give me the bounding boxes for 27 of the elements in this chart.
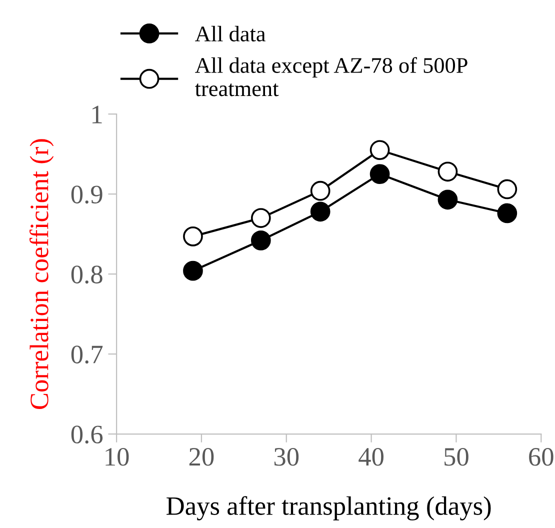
y-tick-label: 0.9 — [71, 186, 102, 204]
point — [497, 203, 518, 224]
point — [438, 190, 458, 210]
point — [183, 260, 203, 281]
point — [438, 162, 458, 182]
legend-label: All data — [195, 26, 266, 42]
point — [497, 179, 518, 200]
x-tick-label: 60 — [529, 448, 554, 466]
x-tick-label: 40 — [358, 448, 384, 466]
point — [370, 140, 390, 160]
point — [370, 164, 390, 184]
x-tick-label: 20 — [189, 448, 214, 466]
y-tick-label: 1 — [92, 106, 102, 124]
y-axis-title: Correlation coefficient (r) — [30, 139, 54, 409]
point — [183, 226, 203, 246]
point — [250, 208, 271, 228]
legend-label: All data except AZ-78 of 500P treatment — [195, 57, 468, 96]
point — [250, 230, 271, 250]
x-tick-label: 50 — [444, 448, 468, 466]
x-axis-title: Days after transplanting (days) — [166, 496, 491, 520]
y-tick-label: 0.7 — [71, 346, 103, 364]
x-tick-label: 30 — [274, 448, 299, 466]
y-tick-label: 0.8 — [71, 266, 102, 284]
y-tick-label: 0.6 — [71, 426, 103, 444]
x-tick-label: 10 — [106, 448, 129, 466]
point — [310, 180, 330, 201]
point — [310, 202, 330, 222]
